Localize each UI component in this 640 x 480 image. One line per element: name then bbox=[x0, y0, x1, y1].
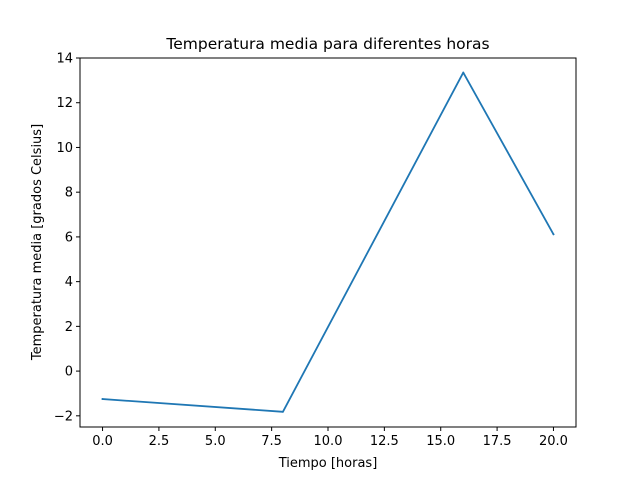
y-tick-label: 14 bbox=[56, 52, 73, 67]
x-tick-label: 5.0 bbox=[205, 434, 226, 449]
x-tick-label: 17.5 bbox=[483, 434, 512, 449]
x-tick-label: 12.5 bbox=[370, 434, 399, 449]
y-tick-label: 2 bbox=[65, 320, 73, 335]
x-axis-label: Tiempo [horas] bbox=[278, 456, 378, 471]
x-axis-ticks: 0.0 2.5 5.0 7.5 10.0 12.5 15.0 17.5 20.0 bbox=[92, 427, 568, 449]
data-point bbox=[552, 233, 555, 236]
y-tick-label: 4 bbox=[65, 275, 73, 290]
series-line bbox=[101, 71, 555, 413]
data-point bbox=[462, 71, 465, 74]
x-tick-label: 7.5 bbox=[261, 434, 282, 449]
x-tick-label: 10.0 bbox=[314, 434, 343, 449]
x-tick-label: 15.0 bbox=[426, 434, 455, 449]
y-tick-label: 8 bbox=[65, 186, 73, 201]
y-axis-ticks: −2 0 2 4 6 8 10 12 14 bbox=[54, 52, 80, 424]
data-point bbox=[282, 410, 284, 413]
y-tick-label: 12 bbox=[56, 96, 73, 111]
y-tick-label: 6 bbox=[65, 230, 73, 245]
x-tick-label: 2.5 bbox=[149, 434, 170, 449]
y-tick-label: 10 bbox=[56, 141, 73, 156]
x-tick-label: 0.0 bbox=[92, 434, 113, 449]
y-axis-label: Temperatura media [grados Celsius] bbox=[30, 124, 45, 361]
data-point bbox=[101, 398, 104, 400]
x-tick-label: 20.0 bbox=[539, 434, 568, 449]
y-tick-label: −2 bbox=[54, 409, 73, 424]
chart-title: Temperatura media para diferentes horas bbox=[165, 35, 489, 53]
y-tick-label: 0 bbox=[65, 365, 73, 380]
series-layer bbox=[101, 71, 555, 413]
plot-frame bbox=[79, 57, 577, 428]
